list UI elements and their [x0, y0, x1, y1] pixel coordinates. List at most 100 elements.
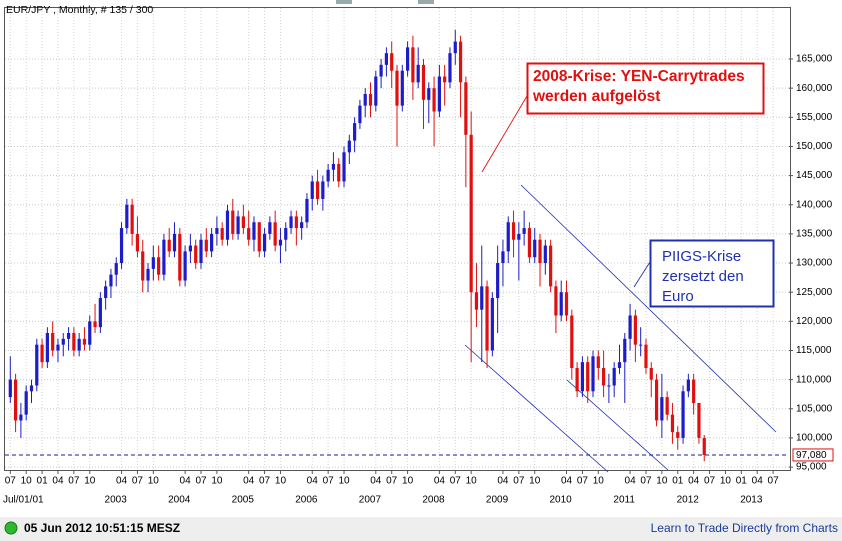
candle-body — [527, 228, 532, 258]
annotation-text: 2008-Krise: YEN-Carrytrades — [533, 68, 745, 85]
x-tick-label: 10 — [84, 476, 96, 487]
candle-body — [405, 47, 410, 71]
y-tick-label: 115,000 — [796, 345, 832, 356]
x-tick-label: 07 — [5, 476, 17, 487]
candle-body — [337, 163, 341, 182]
candle-body — [421, 64, 426, 100]
pointer-line — [633, 261, 651, 288]
candle-body — [125, 204, 129, 229]
footer-bar — [0, 517, 842, 541]
candle-body — [591, 356, 595, 392]
y-tick-label: 100,000 — [796, 433, 833, 444]
x-tick-label: 01 — [37, 476, 49, 487]
candle-body — [35, 344, 39, 386]
y-tick-label: 95,000 — [796, 462, 827, 473]
candle-body — [358, 105, 362, 124]
candle-body — [183, 251, 187, 281]
candle-body — [225, 210, 230, 240]
candle-body — [538, 239, 542, 264]
candle-body — [533, 239, 537, 258]
candle-body — [56, 344, 60, 351]
last-price-box — [792, 448, 834, 462]
candle-body — [241, 216, 245, 229]
candle-body — [61, 338, 65, 345]
y-tick-label: 150,000 — [796, 141, 833, 152]
y-tick-label: 120,000 — [796, 316, 833, 327]
candle-body — [564, 292, 569, 316]
candle-body — [199, 239, 203, 264]
candle-body — [231, 210, 235, 234]
x-tick-label: 04 — [688, 476, 700, 487]
candle-body — [119, 228, 124, 264]
candle-body — [315, 181, 320, 199]
x-tick-label: 07 — [386, 476, 398, 487]
candle-body — [268, 222, 272, 234]
x-tick-label: 04 — [625, 476, 637, 487]
x-tick-label: 07 — [132, 476, 144, 487]
annotation-text: zersetzt den — [662, 268, 744, 285]
x-tick-label: 10 — [338, 476, 350, 487]
candle-body — [93, 321, 97, 328]
candle-body — [427, 88, 431, 100]
candle-body — [188, 245, 193, 252]
x-tick-label: 10 — [402, 476, 414, 487]
candle-body — [501, 251, 505, 264]
y-tick-label: 105,000 — [796, 403, 833, 414]
x-tick-label: 07 — [640, 476, 652, 487]
candle-body — [395, 70, 399, 106]
year-label: 2004 — [168, 495, 191, 506]
y-tick-label: 145,000 — [796, 170, 833, 181]
x-tick-label: 10 — [466, 476, 478, 487]
candle-body — [72, 333, 76, 351]
y-tick-label: 130,000 — [796, 258, 833, 269]
y-tick-label: 160,000 — [796, 83, 833, 94]
candle-body — [40, 344, 44, 363]
candle-body — [559, 292, 563, 316]
candle-body — [257, 222, 261, 252]
candle-body — [247, 228, 251, 240]
last-price-label: 97,080 — [796, 450, 827, 461]
x-tick-label: 01 — [736, 476, 748, 487]
candle-body — [331, 163, 336, 170]
x-tick-label: 10 — [720, 476, 732, 487]
timestamp: 05 Jun 2012 10:51:15 MESZ — [24, 521, 180, 535]
y-tick-label: 155,000 — [796, 112, 833, 123]
year-label: 2003 — [105, 495, 128, 506]
candle-body — [77, 338, 81, 351]
candle-body — [432, 88, 436, 112]
candle-body — [66, 333, 71, 339]
candle-body — [676, 432, 680, 438]
candle-body — [82, 338, 87, 345]
candle-body — [623, 338, 627, 363]
candle-body — [554, 286, 558, 316]
candle-body — [390, 53, 394, 71]
candle-body — [162, 239, 166, 275]
candle-body — [353, 123, 357, 141]
candle-body — [665, 397, 669, 415]
footer-link[interactable]: Learn to Trade Directly from Charts — [651, 521, 838, 535]
x-tick-label: 04 — [752, 476, 764, 487]
candle-body — [612, 367, 616, 386]
x-tick-label: 04 — [370, 476, 382, 487]
x-tick-label: 04 — [243, 476, 255, 487]
candle-body — [167, 239, 171, 252]
candle-body — [702, 437, 706, 455]
y-tick-label: 135,000 — [796, 229, 833, 240]
candle-body — [601, 367, 606, 386]
status-icon — [4, 521, 18, 535]
candle-body — [88, 321, 92, 345]
candle-body — [24, 391, 28, 415]
tab — [418, 0, 434, 4]
candle-body — [480, 286, 484, 310]
candle-body — [45, 333, 49, 363]
channel-line — [520, 184, 777, 433]
x-tick-label: 07 — [768, 476, 780, 487]
candle-body — [19, 414, 23, 421]
candle-body — [141, 251, 145, 281]
year-label: 2009 — [486, 495, 509, 506]
candle-body — [379, 64, 383, 77]
candle-body — [220, 228, 224, 240]
candle-body — [104, 286, 108, 299]
candle-body — [644, 344, 648, 368]
